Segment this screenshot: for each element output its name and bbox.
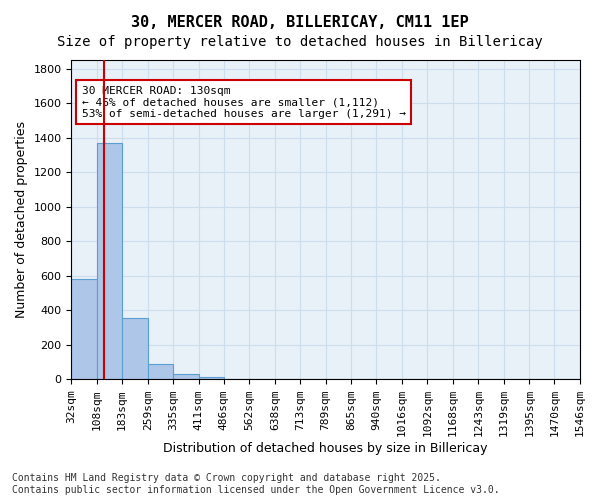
Bar [148,364,173,380]
Bar [173,374,199,380]
X-axis label: Distribution of detached houses by size in Billericay: Distribution of detached houses by size … [163,442,488,455]
Bar [71,280,97,380]
Text: Contains HM Land Registry data © Crown copyright and database right 2025.
Contai: Contains HM Land Registry data © Crown c… [12,474,500,495]
Bar [122,318,148,380]
Bar [97,143,122,380]
Bar [199,378,224,380]
Y-axis label: Number of detached properties: Number of detached properties [15,121,28,318]
Text: Size of property relative to detached houses in Billericay: Size of property relative to detached ho… [57,35,543,49]
Bar [224,378,250,380]
Bar [250,379,275,380]
Text: 30 MERCER ROAD: 130sqm
← 46% of detached houses are smaller (1,112)
53% of semi-: 30 MERCER ROAD: 130sqm ← 46% of detached… [82,86,406,119]
Text: 30, MERCER ROAD, BILLERICAY, CM11 1EP: 30, MERCER ROAD, BILLERICAY, CM11 1EP [131,15,469,30]
